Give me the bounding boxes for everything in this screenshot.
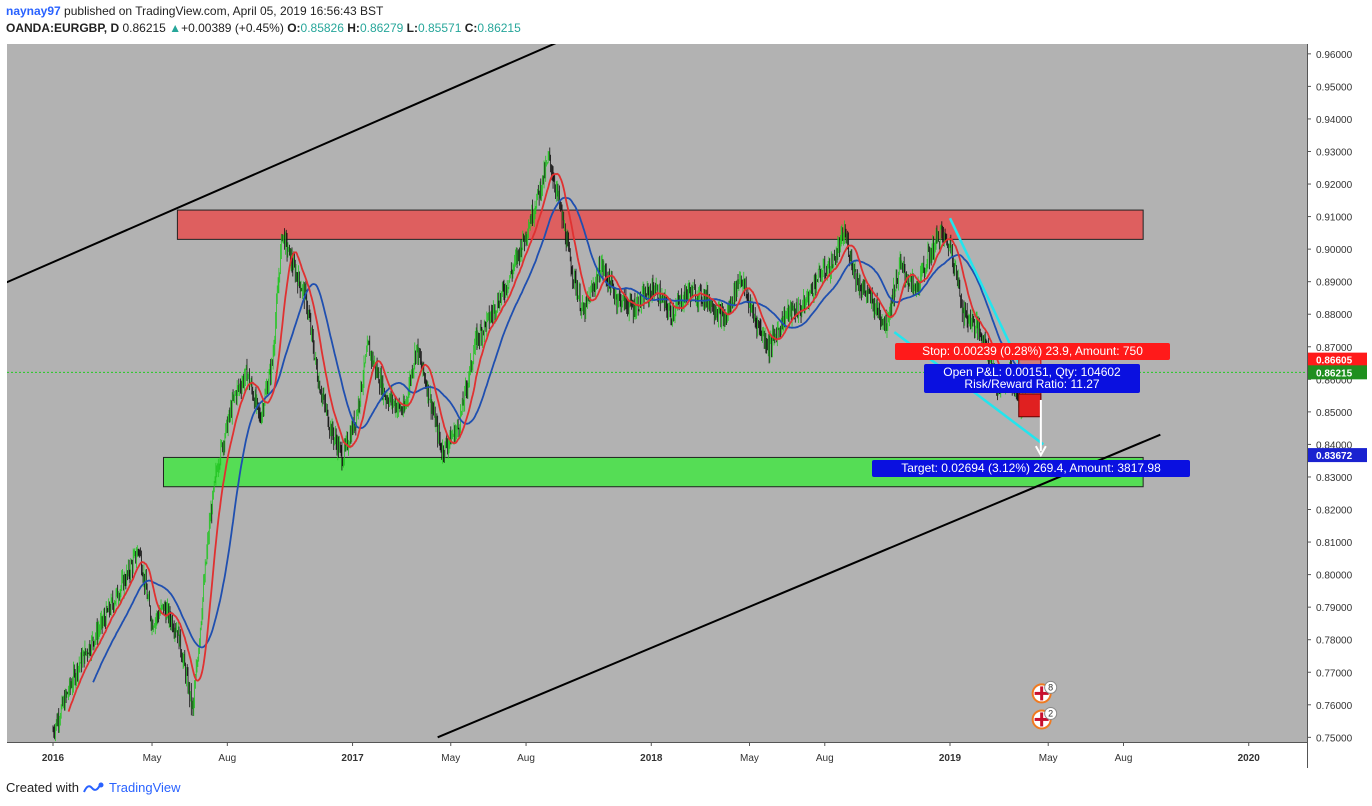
time-tick-label: Aug — [218, 753, 236, 764]
change-value: +0.00389 (+0.45%) — [181, 21, 284, 35]
event-badge — [1044, 680, 1058, 694]
time-tick-label: 2016 — [42, 753, 65, 764]
open-label: O: — [287, 21, 301, 35]
price-tick-label: 0.92000 — [1316, 180, 1353, 191]
footer: Created with TradingView — [6, 780, 181, 795]
candles — [52, 147, 1028, 742]
high-value: 0.86279 — [359, 21, 404, 35]
channel-lower-line — [437, 433, 1161, 739]
price-tick-label: 0.83000 — [1316, 473, 1353, 484]
low-label: L: — [406, 21, 418, 35]
price-tick-label: 0.94000 — [1316, 115, 1353, 126]
stop-label-text: Stop: 0.00239 (0.28%) 23.9, Amount: 750 — [922, 344, 1143, 358]
price-tick-label: 0.77000 — [1316, 668, 1353, 679]
price-tag-label: 0.86215 — [1316, 368, 1353, 379]
open-value: 0.85826 — [300, 21, 344, 35]
stop-label: Stop: 0.00239 (0.28%) 23.9, Amount: 750 — [895, 343, 1170, 360]
time-tick-label: May — [740, 753, 759, 764]
time-tick-label: Aug — [517, 753, 535, 764]
target-label-bg — [872, 460, 1190, 477]
plot-layer — [7, 44, 1307, 742]
tradingview-logo-icon — [83, 782, 104, 792]
target-label-text: Target: 0.02694 (3.12%) 269.4, Amount: 3… — [901, 461, 1161, 475]
price-tick-label: 0.93000 — [1316, 147, 1353, 158]
time-tick-label: May — [1039, 753, 1058, 764]
tradingview-brand[interactable]: TradingView — [108, 780, 181, 795]
time-tick-label: Aug — [1115, 753, 1133, 764]
price-tick-label: 0.85000 — [1316, 408, 1353, 419]
time-tick-label: 2018 — [640, 753, 663, 764]
time-tick-label: May — [441, 753, 460, 764]
symbol-label: OANDA:EURGBP, D — [6, 21, 120, 35]
publish-line: naynay97 published on TradingView.com, A… — [6, 4, 383, 18]
pnl-label-text: Open P&L: 0.00151, Qty: 104602 — [943, 365, 1121, 379]
pnl-zone — [1018, 393, 1042, 418]
event-count: 8 — [1048, 682, 1053, 692]
change-arrow-icon: ▲ — [169, 21, 182, 35]
price-tick-label: 0.75000 — [1316, 733, 1353, 744]
price-axis: 0.75000 0.76000 0.77000 0.78000 0.79000 0.800… — [1307, 50, 1353, 744]
price-tick-label: 0.86000 — [1316, 375, 1353, 386]
low-value: 0.85571 — [418, 21, 462, 35]
close-value: 0.86215 — [477, 21, 521, 35]
time-tick-label: 2019 — [939, 753, 962, 764]
author-link[interactable]: naynay97 — [6, 4, 61, 18]
price-tag — [1308, 352, 1367, 367]
time-axis-bg — [7, 742, 1307, 768]
pnl-label-bg — [924, 364, 1140, 393]
pnl-label: Open P&L: 0.00151, Qty: 104602Risk/Rewar… — [924, 364, 1140, 393]
high-label: H: — [347, 21, 360, 35]
target-arrow-head — [1034, 445, 1047, 458]
close-label: C: — [464, 21, 478, 35]
target-label: Target: 0.02694 (3.12%) 269.4, Amount: 3… — [872, 460, 1190, 477]
pnl-label-text: Risk/Reward Ratio: 11.27 — [964, 377, 1099, 391]
ohlc-legend: OANDA:EURGBP, D 0.86215 ▲+0.00389 (+0.45… — [6, 21, 521, 35]
time-tick-label: 2017 — [341, 753, 364, 764]
price-tick-label: 0.76000 — [1316, 701, 1353, 712]
price-tick-label: 0.91000 — [1316, 213, 1353, 224]
price-tick-label: 0.78000 — [1316, 636, 1353, 647]
created-with-text: Created with — [6, 780, 79, 795]
price-axis-bg — [1307, 44, 1368, 768]
price-tag-label: 0.86605 — [1316, 356, 1353, 367]
published-text: published on TradingView.com, April 05, … — [64, 4, 384, 18]
price-tick-label: 0.88000 — [1316, 310, 1353, 321]
price-tick-label: 0.79000 — [1316, 603, 1353, 614]
price-tick-label: 0.82000 — [1316, 506, 1353, 517]
time-tick-label: May — [143, 753, 162, 764]
ma-fast-line — [67, 172, 1028, 712]
time-axis: 2016 May Aug 2017 May Aug 2018 May Aug 2019 May Aug… — [42, 742, 1260, 764]
price-tag-label: 0.83672 — [1316, 451, 1353, 462]
price-tick-label: 0.81000 — [1316, 538, 1353, 549]
price-tag — [1308, 448, 1367, 463]
last-price: 0.86215 — [122, 21, 166, 35]
time-tick-label: 2020 — [1238, 753, 1261, 764]
stop-label-bg — [895, 343, 1170, 360]
price-tag — [1308, 365, 1367, 380]
price-tick-label: 0.84000 — [1316, 440, 1353, 451]
channel-upper-line — [7, 44, 557, 284]
resistance-zone — [176, 209, 1144, 240]
price-tick-label: 0.80000 — [1316, 571, 1353, 582]
price-tick-label: 0.95000 — [1316, 82, 1353, 93]
event-count: 2 — [1048, 708, 1053, 718]
event-badge — [1044, 706, 1058, 720]
time-tick-label: Aug — [816, 753, 834, 764]
price-tick-label: 0.89000 — [1316, 278, 1353, 289]
price-tick-label: 0.90000 — [1316, 245, 1353, 256]
price-tick-label: 0.96000 — [1316, 50, 1353, 61]
price-tick-label: 0.87000 — [1316, 343, 1353, 354]
ma-slow-line — [92, 196, 1028, 683]
